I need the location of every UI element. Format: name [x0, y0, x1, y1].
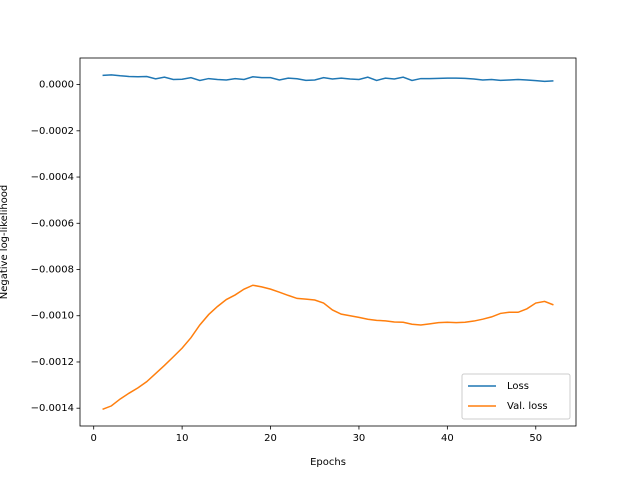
- legend-label: Loss: [507, 381, 529, 392]
- line-series: [102, 74, 554, 83]
- y-axis-label: Negative log-likelihood: [0, 185, 10, 300]
- plot-frame: [79, 57, 577, 427]
- x-tick-label: 50: [529, 433, 542, 444]
- line-series: [102, 284, 554, 411]
- x-axis-label: Epochs: [310, 457, 346, 468]
- legend-label: Val. loss: [507, 401, 548, 412]
- y-tick-label: 0.0000: [39, 80, 74, 91]
- y-tick-label: −0.0004: [31, 172, 74, 183]
- y-tick-label: −0.0012: [31, 357, 74, 368]
- x-tick-label: 30: [353, 433, 366, 444]
- y-tick-label: −0.0010: [31, 311, 74, 322]
- y-tick-label: −0.0002: [31, 126, 74, 137]
- y-tick-label: −0.0014: [31, 403, 74, 414]
- x-tick-label: 10: [176, 433, 189, 444]
- x-tick-label: 40: [441, 433, 454, 444]
- y-tick-label: −0.0008: [31, 265, 74, 276]
- y-tick-label: −0.0006: [31, 218, 74, 229]
- x-tick-label: 20: [264, 433, 277, 444]
- x-tick-label: 0: [91, 433, 97, 444]
